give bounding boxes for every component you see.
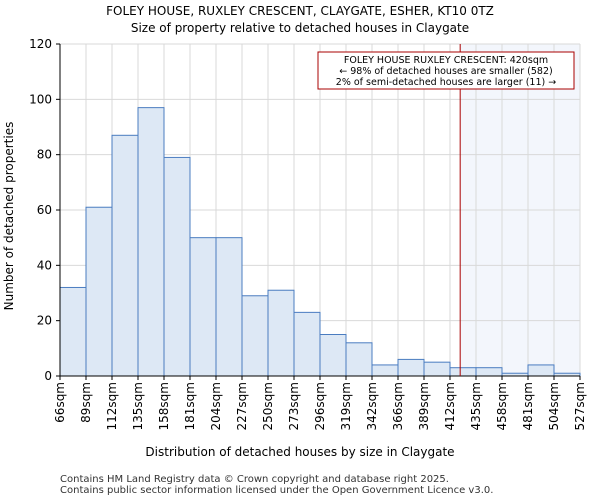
annotation-line-1: FOLEY HOUSE RUXLEY CRESCENT: 420sqm bbox=[344, 55, 548, 66]
annotation-line-3: 2% of semi-detached houses are larger (1… bbox=[336, 77, 556, 88]
x-tick-label: 181sqm bbox=[183, 382, 197, 430]
x-tick-label: 89sqm bbox=[79, 382, 93, 423]
x-tick-label: 66sqm bbox=[53, 382, 67, 423]
x-tick-label: 481sqm bbox=[521, 382, 535, 430]
y-tick-label: 100 bbox=[29, 92, 52, 106]
x-tick-label: 112sqm bbox=[105, 382, 119, 430]
x-axis-label: Distribution of detached houses by size … bbox=[145, 445, 454, 459]
bar bbox=[345, 342, 373, 377]
footnote-1: Contains HM Land Registry data © Crown c… bbox=[60, 474, 449, 485]
x-tick-label: 296sqm bbox=[313, 382, 327, 430]
x-tick-label: 250sqm bbox=[261, 382, 275, 430]
x-tick-label: 204sqm bbox=[209, 382, 223, 430]
bar bbox=[423, 361, 451, 377]
y-tick-label: 80 bbox=[37, 148, 52, 162]
x-tick-label: 319sqm bbox=[339, 382, 353, 430]
y-axis-label: Number of detached properties bbox=[2, 122, 16, 311]
bar bbox=[397, 358, 425, 377]
x-tick-label: 227sqm bbox=[235, 382, 249, 430]
x-tick-label: 504sqm bbox=[547, 382, 561, 430]
bar bbox=[215, 237, 243, 377]
chart-subtitle: Size of property relative to detached ho… bbox=[131, 21, 469, 35]
plot-area: 0 20 40 60 80 100 120 66sqm 89sqm 112sqm 135sqm 158… bbox=[29, 37, 587, 430]
bar bbox=[371, 364, 399, 377]
bar bbox=[449, 367, 477, 377]
annotation-box bbox=[317, 51, 575, 90]
y-tick-label: 60 bbox=[37, 203, 52, 217]
annotation-line-2: ← 98% of detached houses are smaller (58… bbox=[339, 66, 552, 77]
y-tick-label: 0 bbox=[44, 369, 52, 383]
x-tick-label: 135sqm bbox=[131, 382, 145, 430]
x-tick-label: 389sqm bbox=[417, 382, 431, 430]
x-tick-label: 158sqm bbox=[157, 382, 171, 430]
x-tick-label: 412sqm bbox=[443, 382, 457, 430]
bar bbox=[137, 107, 165, 377]
x-tick-label: 527sqm bbox=[573, 382, 587, 430]
bar bbox=[59, 286, 87, 377]
y-tick-label: 120 bbox=[29, 37, 52, 51]
bar bbox=[111, 134, 139, 377]
chart-title: FOLEY HOUSE, RUXLEY CRESCENT, CLAYGATE, … bbox=[106, 4, 494, 18]
y-tick-label: 20 bbox=[37, 314, 52, 328]
x-tick-label: 273sqm bbox=[287, 382, 301, 430]
bar bbox=[527, 364, 555, 377]
bar bbox=[189, 237, 217, 377]
bar bbox=[475, 367, 503, 377]
bar bbox=[241, 295, 269, 377]
footnote-2: Contains public sector information licen… bbox=[60, 485, 493, 496]
bar bbox=[267, 289, 295, 377]
bar bbox=[293, 311, 321, 377]
x-tick-label: 342sqm bbox=[365, 382, 379, 430]
x-tick-label: 366sqm bbox=[391, 382, 405, 430]
x-tick-label: 458sqm bbox=[495, 382, 509, 430]
x-tick-label: 435sqm bbox=[469, 382, 483, 430]
bar bbox=[163, 156, 191, 377]
bar bbox=[85, 206, 113, 377]
bar bbox=[319, 334, 347, 377]
y-tick-label: 40 bbox=[37, 258, 52, 272]
